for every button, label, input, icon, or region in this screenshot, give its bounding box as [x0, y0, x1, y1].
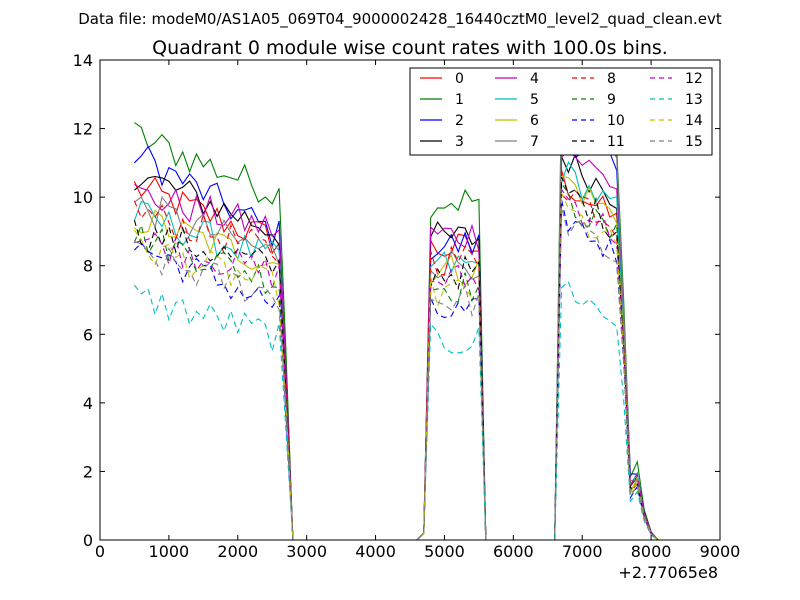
x-tick-label: 4000	[355, 542, 396, 561]
figure-suptitle: Data file: modeM0/AS1A05_069T04_90000024…	[78, 10, 722, 29]
x-tick-label: 2000	[217, 542, 258, 561]
series-line-15	[134, 206, 659, 541]
legend-label-10: 10	[607, 113, 625, 129]
legend-label-3: 3	[455, 134, 464, 150]
x-tick-label: 5000	[424, 542, 465, 561]
legend-label-15: 15	[685, 134, 703, 150]
legend-label-0: 0	[455, 71, 464, 87]
x-tick-label: 6000	[493, 542, 534, 561]
legend-label-4: 4	[530, 71, 539, 87]
plot-frame	[99, 59, 721, 541]
series-line-13	[133, 280, 659, 541]
chart-title: Quadrant 0 module wise count rates with …	[152, 37, 668, 59]
axis-ticks	[99, 59, 721, 541]
x-tick-label: 9000	[700, 542, 741, 561]
series-line-11	[133, 176, 659, 541]
x-tick-label: 0	[95, 542, 105, 561]
series-line-4	[134, 150, 659, 541]
legend-label-6: 6	[530, 113, 539, 129]
x-tick-label: 1000	[149, 542, 190, 561]
legend-label-11: 11	[607, 134, 625, 150]
legend-label-7: 7	[530, 134, 539, 150]
x-tick-labels: 0 1000 2000 3000 4000 5000 6000 7000 8000 9000	[95, 542, 740, 561]
y-tick-label: 14	[73, 51, 93, 70]
series-line-0	[133, 169, 659, 541]
y-tick-labels: 0 2 4 6 8 10 12 14	[73, 51, 93, 550]
legend-label-1: 1	[455, 92, 464, 108]
y-tick-label: 12	[73, 120, 93, 139]
x-tick-label: 3000	[286, 542, 327, 561]
y-tick-label: 6	[83, 325, 93, 344]
y-tick-label: 0	[83, 531, 93, 550]
x-tick-label: 8000	[631, 542, 672, 561]
legend-label-13: 13	[685, 92, 703, 108]
x-offset-label: +2.77065e8	[618, 563, 718, 582]
y-tick-label: 10	[73, 188, 93, 207]
series-line-6	[134, 175, 659, 541]
series-line-1	[134, 88, 659, 541]
series-line-3	[134, 152, 659, 541]
legend-label-2: 2	[455, 113, 464, 129]
y-tick-label: 2	[83, 462, 93, 481]
legend-label-5: 5	[530, 92, 539, 108]
legend-label-8: 8	[607, 71, 616, 87]
series-line-12	[134, 188, 659, 541]
legend-label-9: 9	[607, 92, 616, 108]
y-tick-label: 4	[83, 394, 93, 413]
series-line-7	[134, 105, 659, 541]
x-tick-label: 7000	[562, 542, 603, 561]
series-line-5	[133, 160, 659, 541]
series-line-10	[134, 199, 659, 541]
y-tick-label: 8	[83, 257, 93, 276]
plot-lines	[133, 88, 659, 541]
legend-label-12: 12	[685, 71, 703, 87]
legend-label-14: 14	[685, 113, 703, 129]
